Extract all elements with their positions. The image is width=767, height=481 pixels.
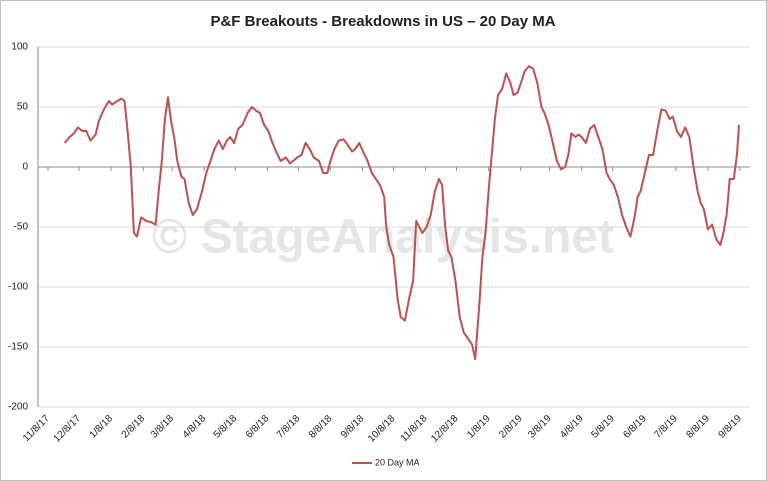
y-tick-label: -50 bbox=[14, 222, 29, 233]
y-tick-label: 0 bbox=[22, 162, 28, 173]
watermark: © StageAnalysis.net bbox=[152, 211, 614, 264]
y-tick-label: 100 bbox=[11, 42, 28, 53]
y-tick-label: 50 bbox=[17, 102, 29, 113]
legend-label: 20 Day MA bbox=[375, 457, 420, 467]
series-line bbox=[63, 65, 740, 360]
chart-title: P&F Breakouts - Breakdowns in US – 20 Da… bbox=[210, 13, 555, 30]
y-tick-label: -100 bbox=[8, 282, 28, 293]
y-tick-label: -150 bbox=[8, 342, 28, 353]
y-tick-label: -200 bbox=[8, 402, 28, 413]
